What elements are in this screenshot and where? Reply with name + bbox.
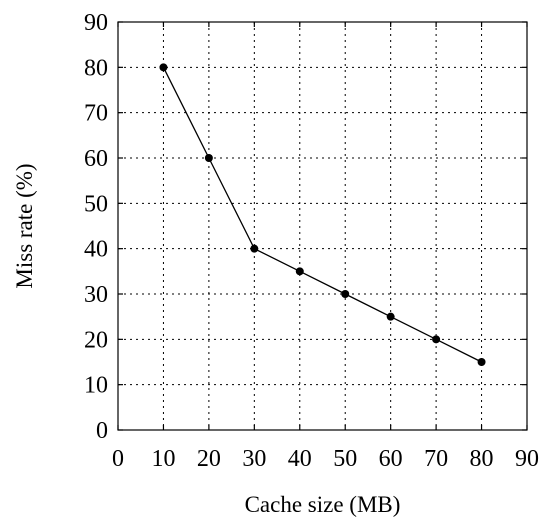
x-tick-label: 10 — [151, 446, 175, 472]
data-point — [295, 267, 304, 276]
axis-ticks — [117, 21, 528, 431]
data-point — [159, 63, 168, 72]
y-tick-label: 60 — [84, 146, 108, 172]
data-point — [250, 244, 259, 253]
y-tick-label: 0 — [96, 418, 108, 444]
data-point — [432, 335, 441, 344]
x-tick-label: 40 — [288, 446, 312, 472]
plot-frame — [117, 21, 528, 431]
data-point — [341, 290, 350, 298]
y-tick-label: 80 — [84, 55, 108, 81]
x-tick-label: 90 — [515, 446, 539, 472]
x-axis-label: Cache size (MB) — [245, 492, 401, 517]
data-points — [159, 63, 486, 366]
x-axis-tick-labels: 0 10 20 30 40 50 60 70 80 90 — [112, 446, 539, 472]
y-tick-label: 70 — [84, 101, 108, 127]
x-tick-label: 0 — [112, 446, 124, 472]
y-tick-label: 10 — [84, 373, 108, 399]
data-point — [204, 154, 213, 162]
y-tick-label: 50 — [84, 191, 108, 217]
y-tick-label: 30 — [84, 282, 108, 308]
x-tick-label: 60 — [379, 446, 403, 472]
data-point — [477, 358, 486, 366]
x-tick-label: 80 — [470, 446, 494, 472]
y-axis-label: Miss rate (%) — [12, 163, 37, 288]
y-axis-tick-labels: 0 10 20 30 40 50 60 70 80 90 — [84, 10, 108, 444]
y-tick-label: 90 — [84, 10, 108, 36]
x-tick-label: 20 — [197, 446, 221, 472]
grid-lines — [118, 22, 527, 430]
x-tick-label: 70 — [424, 446, 448, 472]
y-tick-label: 40 — [84, 237, 108, 263]
series-line — [162, 67, 482, 363]
data-point — [386, 312, 395, 321]
x-tick-label: 30 — [242, 446, 266, 472]
x-tick-label: 50 — [333, 446, 357, 472]
y-tick-label: 20 — [84, 327, 108, 353]
